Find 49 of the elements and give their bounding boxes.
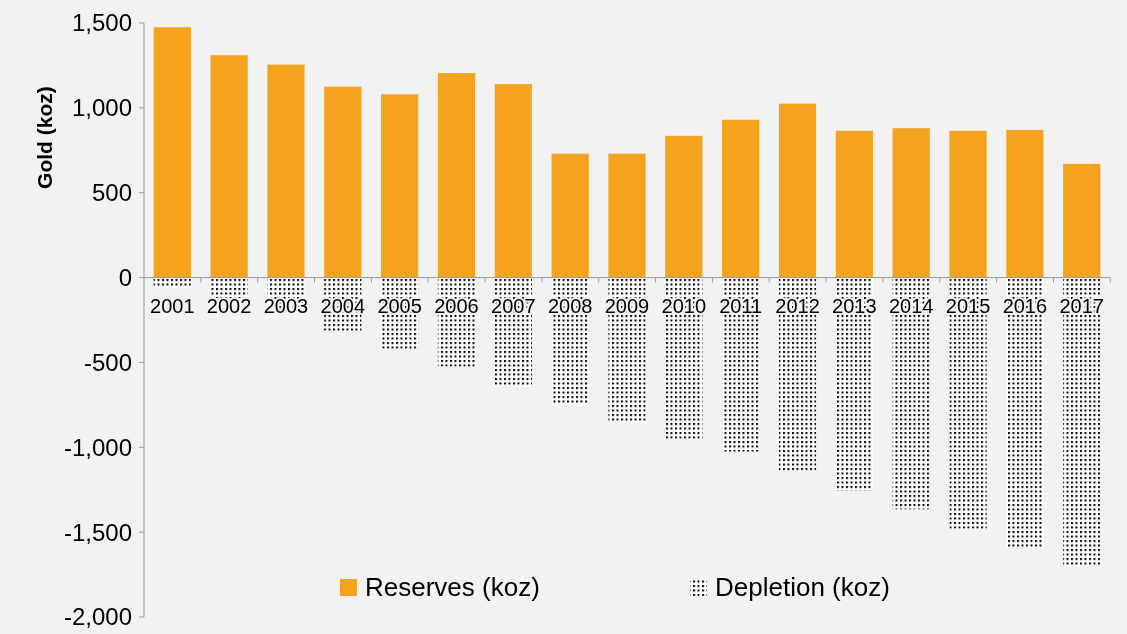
x-tick-label: 2002	[206, 294, 252, 317]
bar	[665, 135, 703, 278]
x-tick-label: 2017	[1059, 294, 1104, 317]
bar	[153, 277, 191, 288]
bar	[153, 27, 191, 278]
y-tick-label: 500	[91, 179, 132, 207]
bar	[324, 86, 362, 278]
bar	[494, 84, 532, 278]
bar	[608, 153, 646, 278]
x-tick-label: 2003	[263, 294, 309, 317]
bar	[722, 277, 760, 452]
x-tick-label: 2006	[434, 294, 479, 317]
bar	[835, 130, 873, 278]
x-tick-label: 2001	[150, 294, 195, 317]
bar	[778, 103, 817, 278]
bar	[1006, 129, 1044, 278]
x-tick-label: 2015	[945, 294, 991, 317]
bar	[722, 119, 760, 278]
bar	[551, 153, 589, 278]
x-tick-label: 2004	[320, 294, 366, 317]
y-tick-label: -1,000	[63, 433, 132, 461]
bar	[1063, 163, 1101, 278]
x-tick-label: 2012	[775, 294, 820, 317]
x-tick-label: 2011	[719, 294, 763, 317]
y-tick-label: -1,500	[63, 518, 132, 546]
bar	[210, 277, 248, 298]
x-tick-label: 2007	[491, 294, 536, 317]
x-tick-label: 2013	[832, 294, 877, 317]
bar	[210, 55, 248, 278]
y-axis-title: Gold (koz)	[33, 86, 56, 189]
x-tick-label: 2008	[547, 294, 593, 317]
y-tick-label: -2,000	[63, 603, 132, 631]
y-tick-label: 1,500	[71, 9, 132, 37]
x-tick-label: 2016	[1002, 294, 1048, 317]
y-tick-label: -500	[83, 348, 132, 376]
bar	[267, 64, 305, 278]
bar	[892, 128, 930, 278]
bar	[381, 94, 419, 278]
y-tick-label: 1,000	[71, 94, 132, 122]
x-tick-label: 2014	[888, 294, 934, 317]
bar	[949, 130, 987, 278]
legend-label: Reserves (koz)	[365, 572, 540, 603]
x-tick-label: 2010	[661, 294, 707, 317]
y-tick-label: 0	[118, 263, 132, 291]
legend-label: Depletion (koz)	[715, 572, 890, 603]
x-tick-label: 2005	[377, 294, 422, 317]
x-tick-label: 2009	[604, 294, 650, 317]
bar	[778, 277, 817, 472]
bar	[437, 73, 476, 278]
